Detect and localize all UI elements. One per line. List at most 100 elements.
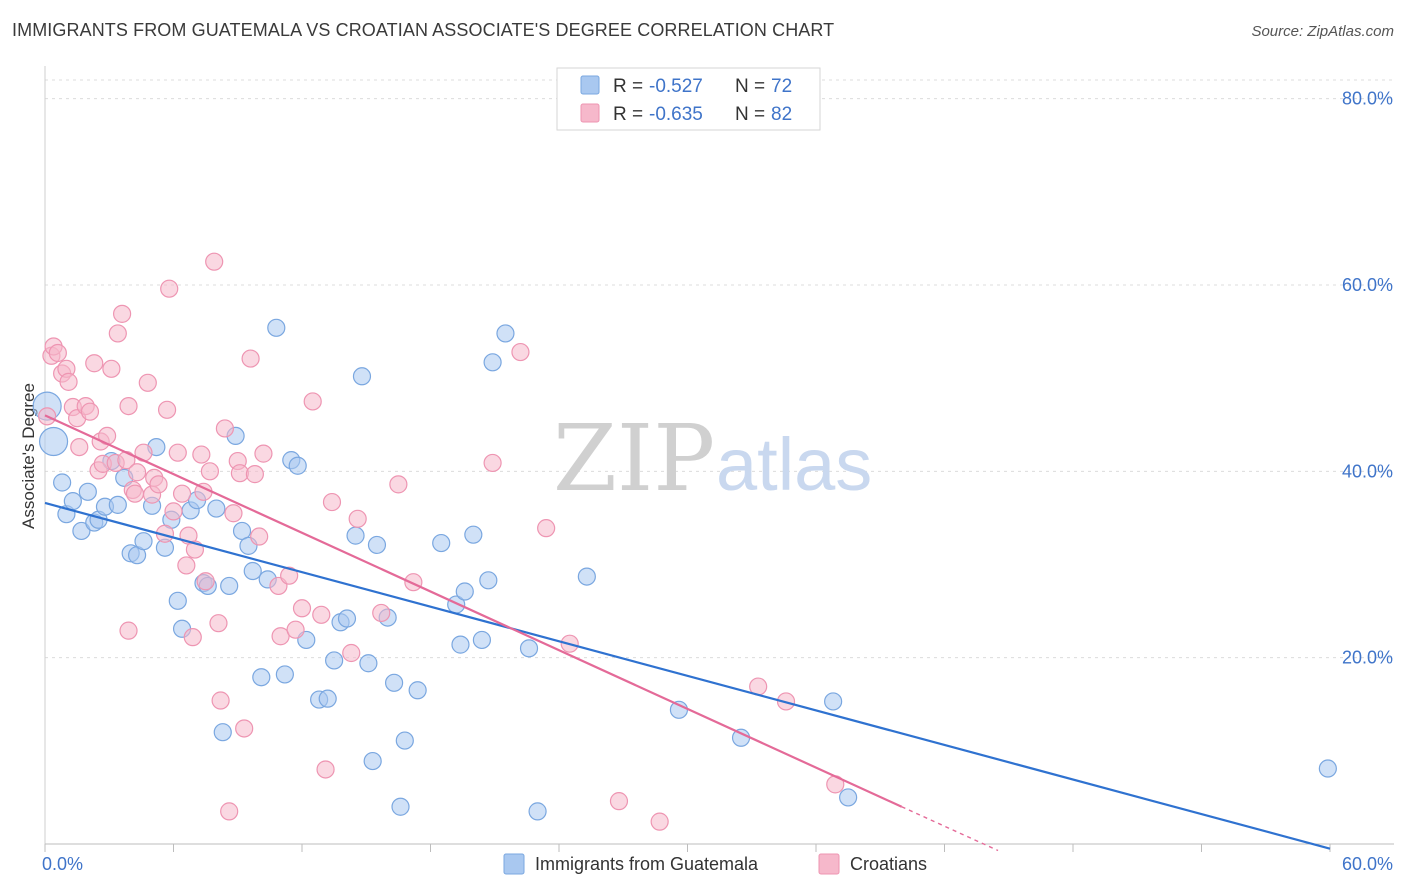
guatemala-point — [359, 654, 378, 673]
guatemala-point — [496, 324, 515, 343]
guatemala-point — [53, 473, 72, 492]
chart-source: Source: ZipAtlas.com — [1251, 23, 1394, 40]
guatemala-point — [1318, 759, 1337, 778]
legend-n-label-guatemala: N = — [735, 76, 765, 97]
croatians-point — [511, 342, 530, 362]
guatemala-point — [337, 609, 357, 628]
series-croatians-points — [38, 252, 845, 831]
bottom-legend-label-croatians: Croatians — [850, 854, 927, 874]
legend-r-label-guatemala: R = — [613, 76, 643, 97]
guatemala-point — [108, 495, 127, 514]
guatemala-point — [395, 731, 414, 750]
guatemala-point — [479, 571, 498, 590]
croatians-point — [102, 359, 121, 378]
guatemala-point — [483, 353, 502, 372]
croatians-point — [125, 484, 145, 503]
croatians-point — [286, 620, 305, 639]
y-tick-label: 80.0% — [1342, 89, 1393, 109]
guatemala-point — [346, 526, 365, 545]
croatians-point — [59, 372, 78, 391]
tick-labels: 20.0% 40.0% 60.0% 80.0% 0.0% 60.0% — [42, 89, 1393, 874]
croatians-point — [168, 443, 187, 462]
croatians-point — [108, 324, 127, 343]
croatians-point — [70, 437, 89, 457]
croatians-point — [271, 627, 290, 646]
guatemala-point — [220, 576, 239, 596]
watermark: ZIP atlas — [553, 405, 872, 512]
croatians-point — [160, 279, 179, 298]
guatemala-point — [408, 681, 427, 700]
y-tick-label: 60.0% — [1342, 275, 1393, 295]
chart-title: IMMIGRANTS FROM GUATEMALA VS CROATIAN AS… — [12, 20, 835, 40]
x-tick-label: 0.0% — [42, 854, 83, 874]
croatians-point — [250, 527, 269, 546]
stats-legend: R = -0.527 N = 72 R = -0.635 N = 82 — [556, 67, 821, 131]
croatians-point — [196, 572, 215, 591]
croatians-point — [322, 492, 342, 512]
croatians-point — [149, 475, 168, 494]
bottom-legend: Immigrants from Guatemala Croatians — [503, 853, 927, 875]
legend-swatch-croatians — [580, 103, 600, 123]
guatemala-point — [325, 651, 344, 670]
guatemala-point — [519, 639, 539, 658]
croatians-point — [404, 573, 423, 592]
guatemala-point — [288, 456, 307, 475]
croatians-point — [235, 719, 254, 738]
croatians-point — [537, 519, 556, 538]
guatemala-point — [275, 665, 294, 684]
guatemala-point — [252, 668, 271, 687]
legend-r-value-croatians: -0.635 — [649, 104, 703, 125]
croatians-point — [48, 343, 67, 363]
x-tick-label: 60.0% — [1342, 854, 1393, 874]
croatians-point — [215, 419, 234, 438]
croatians-point — [183, 628, 202, 647]
watermark-zip: ZIP — [553, 405, 715, 512]
legend-r-label-croatians: R = — [613, 104, 643, 125]
guatemala-point — [63, 492, 82, 511]
guatemala-point — [352, 367, 372, 386]
guatemala-point — [363, 751, 382, 771]
croatians-point — [245, 465, 264, 484]
stats-legend-box — [556, 67, 821, 131]
croatians-point — [316, 760, 335, 779]
croatians-point — [292, 599, 312, 618]
guatemala-point — [472, 630, 491, 650]
croatians-point — [192, 445, 211, 464]
trendline-croatians — [44, 414, 903, 808]
trend-lines — [44, 414, 1331, 852]
y-axis-label: Associate's Degree — [19, 383, 38, 529]
guatemala-point — [824, 692, 843, 711]
y-tick-label: 20.0% — [1342, 648, 1393, 668]
guatemala-point — [38, 426, 69, 457]
croatians-point — [205, 252, 224, 271]
guatemala-point — [577, 567, 596, 586]
croatians-point — [127, 463, 147, 482]
croatians-point — [224, 504, 243, 523]
legend-swatch-guatemala — [580, 75, 600, 95]
croatians-point — [280, 566, 299, 585]
croatians-point — [650, 812, 669, 831]
trendline-croatians-extension — [901, 806, 999, 852]
croatians-point — [312, 605, 331, 624]
guatemala-point — [464, 525, 483, 544]
legend-n-value-guatemala: 72 — [771, 76, 792, 97]
croatians-point — [138, 373, 157, 392]
croatians-point — [342, 643, 361, 663]
croatians-point — [119, 621, 138, 640]
bottom-legend-label-guatemala: Immigrants from Guatemala — [535, 854, 759, 874]
croatians-point — [483, 453, 502, 473]
guatemala-point — [213, 723, 232, 742]
guatemala-point — [451, 635, 470, 654]
croatians-point — [372, 603, 391, 623]
croatians-point — [119, 396, 138, 416]
croatians-point — [389, 475, 408, 494]
croatians-point — [211, 691, 230, 710]
croatians-point — [112, 304, 132, 323]
legend-r-value-guatemala: -0.527 — [649, 76, 703, 97]
croatians-point — [609, 792, 629, 811]
guatemala-point — [839, 788, 858, 807]
croatians-point — [177, 556, 196, 575]
guatemala-point — [267, 318, 286, 337]
croatians-point — [172, 484, 192, 503]
legend-n-value-croatians: 82 — [771, 104, 792, 125]
